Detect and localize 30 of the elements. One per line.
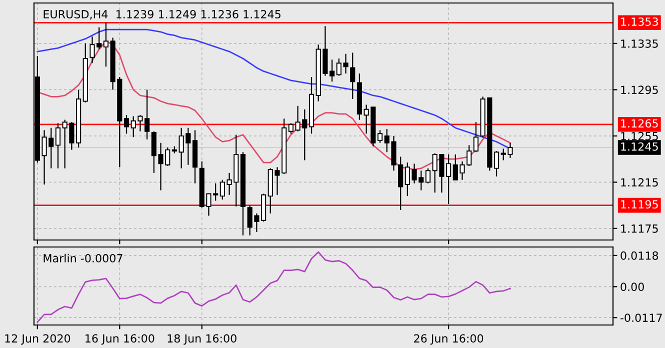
y-tick-label: 1.1295 xyxy=(621,86,658,94)
y-tick-label: 1.1335 xyxy=(621,39,658,48)
ref-line-label: 1.1195 xyxy=(621,200,658,209)
candlestick xyxy=(494,150,500,177)
candlestick xyxy=(350,52,356,100)
y-tick-label: -0.0117 xyxy=(620,314,662,322)
candlestick xyxy=(425,168,431,184)
x-tick-label: 12 Jun 2020 xyxy=(5,334,70,345)
x-tick-label: 18 Jun 16:00 xyxy=(168,334,236,345)
candlestick xyxy=(144,89,150,140)
ref-line-label: 1.1353 xyxy=(621,17,658,26)
x-tick-label: 16 Jun 16:00 xyxy=(86,334,154,345)
candlestick xyxy=(103,22,108,68)
candlestick xyxy=(55,122,61,169)
y-tick-label: 1.1255 xyxy=(621,132,658,140)
text: Marlin -0.0007 xyxy=(44,254,122,262)
candlestick xyxy=(473,122,478,153)
y-tick-label: 0.0118 xyxy=(620,251,658,260)
ref-line-label: 1.1265 xyxy=(621,119,658,128)
y-tick-label: 0.00 xyxy=(620,282,644,292)
y-tick-label: 1.1175 xyxy=(621,224,658,233)
candlestick xyxy=(124,114,130,134)
x-tick-label: 26 Jun 16:00 xyxy=(414,334,484,345)
candlestick xyxy=(446,154,452,205)
text: EURUSD,H4 1.1239 1.1249 1.1236 1.1245 xyxy=(44,10,280,20)
y-tick-label: 1.1215 xyxy=(621,178,658,187)
candlestick xyxy=(288,122,294,134)
ref-line-label: 1.1245 xyxy=(621,142,658,151)
candlestick xyxy=(377,130,383,144)
line-series xyxy=(36,251,511,323)
